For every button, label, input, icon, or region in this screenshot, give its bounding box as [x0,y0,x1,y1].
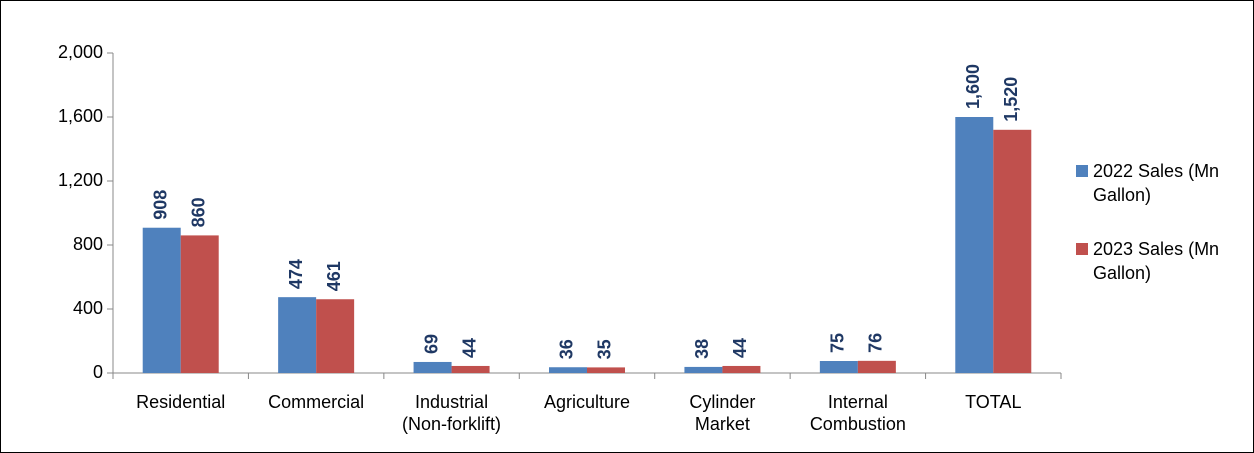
x-tick-label: TOTAL [965,392,1022,412]
y-tick-label: 400 [73,298,103,318]
value-label: 35 [595,339,615,359]
legend-label: 2023 Sales (Mn Gallon) [1093,239,1220,283]
y-tick-label: 0 [93,362,103,382]
bar [993,129,1032,373]
x-tick-label: Agriculture [543,392,631,412]
bar [587,367,625,373]
value-label: 461 [324,261,344,291]
bar [819,361,858,373]
bar [451,365,490,373]
bar [955,117,994,373]
bar [142,227,181,373]
bar [278,297,317,373]
x-tick-label: Residential [136,392,226,412]
x-tick-label: Internal Combustion [809,392,906,434]
legend-swatch [1076,243,1088,255]
bar [180,235,219,373]
value-label: 860 [188,197,208,227]
value-label: 36 [557,339,577,359]
bar [722,365,761,373]
value-label: 69 [421,334,441,354]
x-tick-label: Commercial [268,392,365,412]
bar [413,361,452,373]
value-label: 474 [286,259,306,289]
bar [857,360,896,373]
x-tick-label: Industrial (Non-forklift) [402,392,502,434]
bar [549,367,587,373]
y-tick-label: 1,200 [58,170,103,190]
value-label: 44 [730,338,750,358]
y-tick-label: 2,000 [58,42,103,62]
legend-swatch [1076,165,1088,177]
bar [684,366,723,373]
y-tick-label: 800 [73,234,103,254]
value-label: 75 [828,333,848,353]
bar [316,299,355,373]
value-label: 38 [692,339,712,359]
value-label: 1,520 [1001,77,1021,122]
value-label: 1,600 [963,64,983,109]
legend-label: 2022 Sales (Mn Gallon) [1093,161,1220,205]
value-label: 76 [866,333,886,353]
y-tick-label: 1,600 [58,106,103,126]
value-label: 908 [150,190,170,220]
value-label: 44 [459,338,479,358]
x-tick-label: Cylinder Market [689,392,756,434]
